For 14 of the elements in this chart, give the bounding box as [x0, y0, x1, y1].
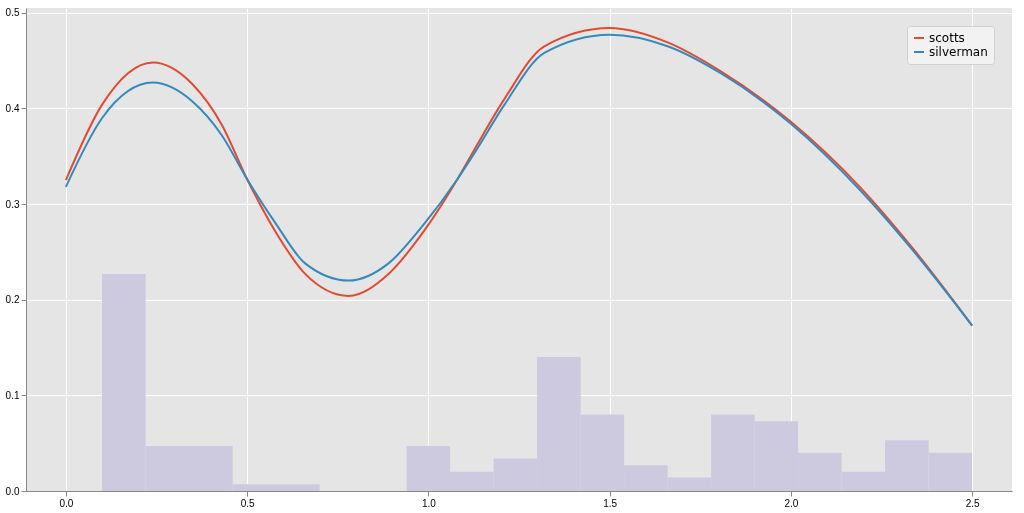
y-tick-label: 0.2: [5, 294, 20, 306]
y-tick-label: 0.0: [5, 485, 20, 497]
x-tick-label: 2.5: [965, 497, 981, 509]
y-tick-label: 0.1: [5, 389, 20, 401]
x-tick-label: 2.0: [784, 497, 799, 509]
legend-label: scotts: [929, 31, 965, 45]
legend-label: silverman: [929, 45, 988, 59]
x-tick-label: 1.5: [603, 497, 618, 509]
y-tick-label: 0.4: [5, 102, 20, 114]
x-tick-label: 0.5: [240, 497, 256, 509]
y-tick-label: 0.3: [5, 198, 20, 210]
y-tick-label: 0.5: [5, 7, 20, 19]
x-tick-label: 1.0: [421, 497, 437, 509]
x-tick-label: 0.0: [59, 497, 74, 509]
